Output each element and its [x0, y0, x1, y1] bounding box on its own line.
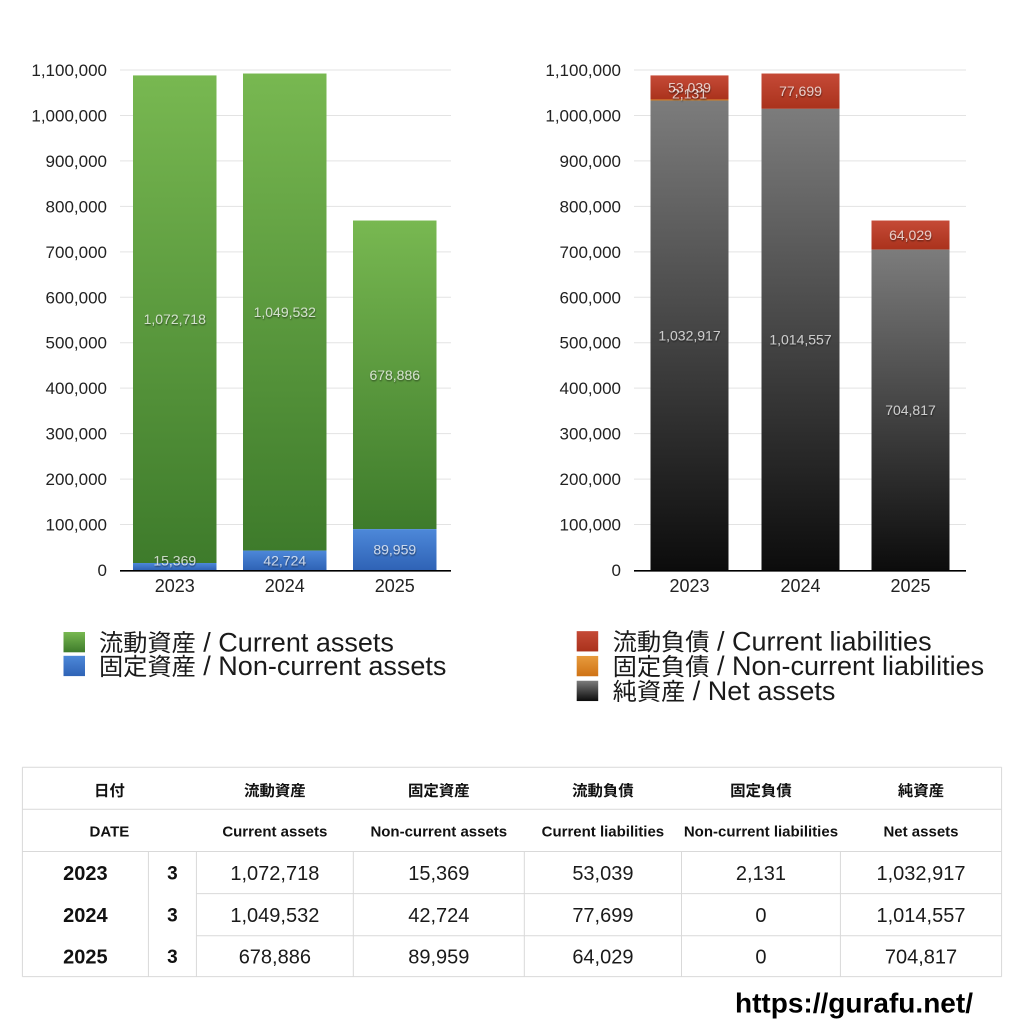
- svg-text:900,000: 900,000: [46, 152, 107, 171]
- svg-text:/ Non-current liabilities: / Non-current liabilities: [710, 651, 985, 681]
- svg-text:77,699: 77,699: [779, 83, 822, 99]
- svg-text:Current assets: Current assets: [222, 823, 327, 840]
- svg-text:1,000,000: 1,000,000: [545, 106, 621, 125]
- svg-text:2023: 2023: [155, 576, 195, 596]
- svg-text:1,014,557: 1,014,557: [769, 331, 831, 347]
- svg-text:0: 0: [755, 905, 766, 927]
- svg-text:1,072,718: 1,072,718: [230, 863, 319, 885]
- svg-text:0: 0: [612, 561, 621, 580]
- svg-text:678,886: 678,886: [239, 946, 311, 968]
- svg-text:64,029: 64,029: [572, 946, 633, 968]
- svg-text:1,100,000: 1,100,000: [31, 61, 107, 80]
- svg-text:2025: 2025: [375, 576, 415, 596]
- svg-text:200,000: 200,000: [560, 470, 621, 489]
- svg-text:2023: 2023: [63, 863, 108, 885]
- svg-text:500,000: 500,000: [560, 334, 621, 353]
- svg-text:https://gurafu.net/: https://gurafu.net/: [735, 988, 973, 1019]
- svg-text:2024: 2024: [63, 905, 108, 927]
- svg-text:678,886: 678,886: [369, 367, 420, 383]
- svg-text:42,724: 42,724: [408, 905, 469, 927]
- svg-text:2,131: 2,131: [736, 863, 786, 885]
- svg-text:300,000: 300,000: [46, 425, 107, 444]
- svg-text:100,000: 100,000: [560, 516, 621, 535]
- svg-text:15,369: 15,369: [408, 863, 469, 885]
- svg-text:2,131: 2,131: [672, 85, 707, 101]
- svg-text:1,049,532: 1,049,532: [254, 304, 316, 320]
- svg-text:64,029: 64,029: [889, 227, 932, 243]
- svg-text:1,032,917: 1,032,917: [658, 327, 720, 343]
- svg-text:200,000: 200,000: [46, 470, 107, 489]
- svg-text:77,699: 77,699: [572, 905, 633, 927]
- svg-text:704,817: 704,817: [885, 402, 936, 418]
- svg-text:1,000,000: 1,000,000: [31, 106, 107, 125]
- svg-text:900,000: 900,000: [560, 152, 621, 171]
- svg-text:/ Current liabilities: / Current liabilities: [710, 626, 932, 656]
- svg-text:Non-current assets: Non-current assets: [370, 823, 507, 840]
- svg-text:/ Current assets: / Current assets: [196, 627, 394, 657]
- svg-text:2024: 2024: [780, 576, 820, 596]
- svg-text:15,369: 15,369: [153, 553, 196, 569]
- svg-text:Net assets: Net assets: [883, 823, 958, 840]
- svg-text:100,000: 100,000: [46, 516, 107, 535]
- svg-text:300,000: 300,000: [560, 425, 621, 444]
- svg-text:53,039: 53,039: [668, 79, 711, 95]
- svg-text:89,959: 89,959: [408, 946, 469, 968]
- svg-text:800,000: 800,000: [560, 197, 621, 216]
- svg-text:3: 3: [167, 863, 178, 884]
- svg-text:2025: 2025: [63, 946, 108, 968]
- svg-text:700,000: 700,000: [46, 243, 107, 262]
- svg-text:DATE: DATE: [90, 823, 130, 840]
- svg-text:3: 3: [167, 947, 178, 968]
- svg-text:3: 3: [167, 906, 178, 927]
- svg-text:600,000: 600,000: [46, 288, 107, 307]
- svg-text:89,959: 89,959: [373, 542, 416, 558]
- svg-text:2025: 2025: [890, 576, 930, 596]
- svg-text:0: 0: [98, 561, 107, 580]
- svg-text:Non-current liabilities: Non-current liabilities: [684, 823, 838, 840]
- svg-text:600,000: 600,000: [560, 288, 621, 307]
- svg-text:Current liabilities: Current liabilities: [542, 823, 665, 840]
- svg-text:704,817: 704,817: [885, 946, 957, 968]
- svg-text:400,000: 400,000: [46, 379, 107, 398]
- svg-text:1,072,718: 1,072,718: [144, 311, 206, 327]
- svg-text:/ Non-current assets: / Non-current assets: [196, 651, 447, 681]
- svg-text:/ Net assets: / Net assets: [685, 676, 835, 706]
- svg-text:1,032,917: 1,032,917: [877, 863, 966, 885]
- svg-text:1,014,557: 1,014,557: [877, 905, 966, 927]
- svg-text:42,724: 42,724: [263, 552, 306, 568]
- svg-text:500,000: 500,000: [46, 334, 107, 353]
- svg-text:2023: 2023: [669, 576, 709, 596]
- svg-text:400,000: 400,000: [560, 379, 621, 398]
- svg-text:800,000: 800,000: [46, 197, 107, 216]
- svg-text:700,000: 700,000: [560, 243, 621, 262]
- svg-text:0: 0: [755, 946, 766, 968]
- svg-text:2024: 2024: [265, 576, 305, 596]
- svg-text:1,049,532: 1,049,532: [230, 905, 319, 927]
- svg-text:1,100,000: 1,100,000: [545, 61, 621, 80]
- svg-text:53,039: 53,039: [572, 863, 633, 885]
